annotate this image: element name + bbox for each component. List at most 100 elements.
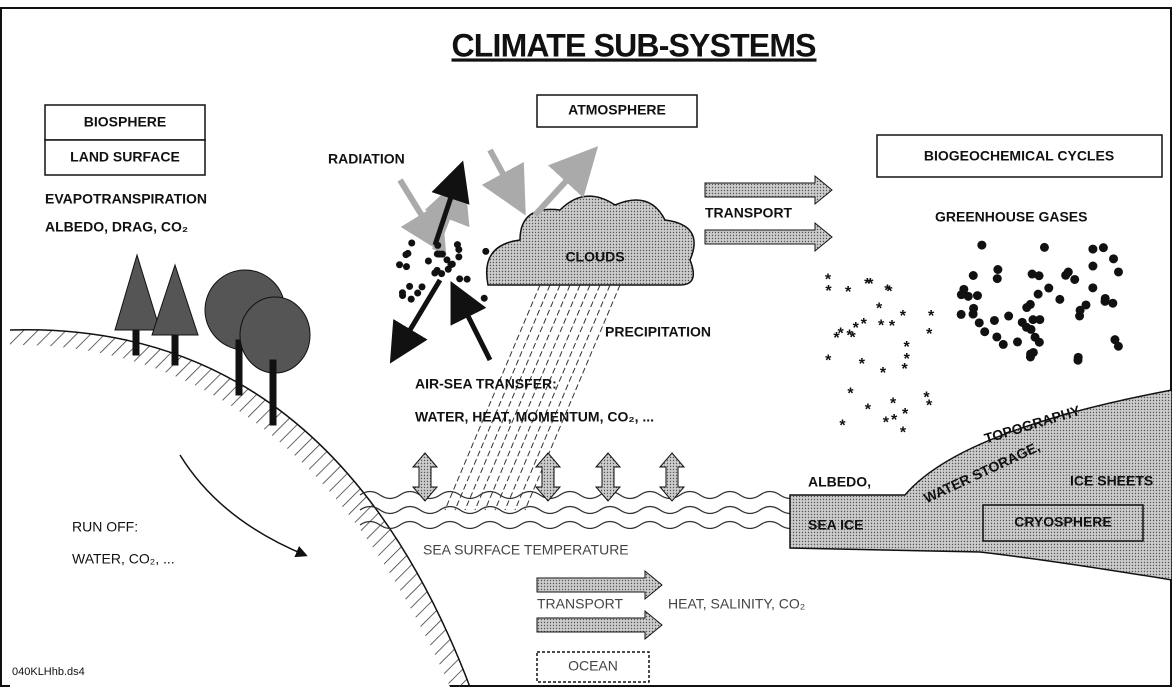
- label: ATMOSPHERE: [568, 102, 666, 118]
- aerosol-dot: [408, 240, 415, 247]
- gas-star: *: [900, 425, 907, 442]
- label: ALBEDO,: [808, 474, 871, 490]
- gas-dot: [1114, 342, 1123, 351]
- aerosol-dot: [464, 276, 471, 283]
- aerosol-dot: [425, 258, 432, 265]
- gas-star: *: [876, 300, 883, 317]
- label: RUN OFF:: [72, 519, 138, 535]
- aerosol-dot: [408, 296, 415, 303]
- gas-dot: [957, 310, 966, 319]
- gas-dot: [975, 318, 984, 327]
- label: CLOUDS: [565, 249, 624, 265]
- label: OCEAN: [568, 658, 618, 674]
- label: CRYOSPHERE: [1014, 514, 1112, 530]
- aerosol-dot: [434, 242, 441, 249]
- label: EVAPOTRANSPIRATION: [45, 191, 207, 207]
- gas-dot: [1035, 271, 1044, 280]
- gas-dot: [993, 265, 1002, 274]
- gas-dot: [1034, 290, 1043, 299]
- gas-star: *: [847, 386, 854, 403]
- label: WATER, CO₂, ...: [72, 551, 175, 567]
- gas-dot: [969, 271, 978, 280]
- gas-star: *: [825, 352, 832, 369]
- label: ALBEDO, DRAG, CO₂: [45, 219, 188, 235]
- gas-dot: [1074, 353, 1083, 362]
- gas-dot: [1099, 243, 1108, 252]
- gas-star: *: [859, 356, 866, 373]
- diagram: *********************************** CLIM…: [0, 0, 1172, 687]
- gas-dot: [964, 292, 973, 301]
- gas-dot: [1044, 284, 1053, 293]
- gas-dot: [1055, 295, 1064, 304]
- gas-dot: [1088, 283, 1097, 292]
- gas-star: *: [891, 412, 898, 429]
- gas-dot: [993, 274, 1002, 283]
- aerosol-dot: [455, 253, 462, 260]
- title: CLIMATE SUB-SYSTEMS: [452, 27, 817, 63]
- gas-dot: [980, 327, 989, 336]
- gas-star: *: [902, 406, 909, 423]
- gas-dot: [1070, 275, 1079, 284]
- gas-star: *: [861, 316, 868, 333]
- aerosol-dot: [456, 275, 463, 282]
- gas-dot: [999, 340, 1008, 349]
- label: WATER, HEAT, MOMENTUM, CO₂, ...: [415, 409, 654, 425]
- aerosol-dot: [399, 292, 406, 299]
- label: PRECIPITATION: [605, 324, 711, 340]
- aerosol-dot: [414, 290, 421, 297]
- gas-dot: [1026, 353, 1035, 362]
- gas-dot: [1101, 294, 1110, 303]
- gas-dot: [1088, 262, 1097, 271]
- aerosol-dot: [481, 295, 488, 302]
- gas-star: *: [926, 326, 933, 343]
- gas-star: *: [880, 365, 887, 382]
- aerosol-dot: [396, 261, 403, 268]
- gas-dot: [1018, 318, 1027, 327]
- aerosol-dot: [403, 263, 410, 270]
- gas-dot: [1088, 245, 1097, 254]
- gas-dot: [1013, 337, 1022, 346]
- aerosol-dot: [406, 283, 413, 290]
- aerosol-dot: [404, 250, 411, 257]
- gas-star: *: [837, 325, 844, 342]
- gas-dot: [969, 304, 978, 313]
- gas-dot: [1031, 333, 1040, 342]
- gas-dot: [1040, 243, 1049, 252]
- label: ICE SHEETS: [1070, 473, 1153, 489]
- gas-dot: [992, 332, 1001, 341]
- label: LAND SURFACE: [70, 149, 180, 165]
- gas-star: *: [923, 389, 930, 406]
- gas-star: *: [853, 320, 860, 337]
- gas-star: *: [845, 284, 852, 301]
- gas-dot: [1064, 268, 1073, 277]
- label: HEAT, SALINITY, CO₂: [668, 596, 805, 612]
- gas-star: *: [884, 282, 891, 299]
- label: TRANSPORT: [705, 205, 793, 221]
- gas-dot: [990, 316, 999, 325]
- gas-star: *: [864, 276, 871, 293]
- gas-dot: [1027, 325, 1036, 334]
- gas-dot: [973, 291, 982, 300]
- gas-star: *: [889, 318, 896, 335]
- gas-star: *: [900, 308, 907, 325]
- label: GREENHOUSE GASES: [935, 209, 1087, 225]
- aerosol-dot: [431, 270, 438, 277]
- gas-star: *: [928, 308, 935, 325]
- label: RADIATION: [328, 151, 405, 167]
- label: AIR-SEA TRANSFER:: [415, 376, 557, 392]
- aerosol-dot: [436, 251, 443, 258]
- aerosol-dot: [482, 248, 489, 255]
- aerosol-dot: [419, 283, 426, 290]
- label: BIOSPHERE: [84, 114, 166, 130]
- label: SEA SURFACE TEMPERATURE: [423, 542, 629, 558]
- gas-dot: [977, 241, 986, 250]
- gas-star: *: [865, 402, 872, 419]
- gas-dot: [1108, 299, 1117, 308]
- gas-dot: [1076, 306, 1085, 315]
- label: BIOGEOCHEMICAL CYCLES: [924, 148, 1114, 164]
- aerosol-dot: [455, 246, 462, 253]
- gas-star: *: [890, 396, 897, 413]
- label: TRANSPORT: [537, 596, 624, 612]
- gas-star: *: [883, 414, 890, 431]
- gas-star: *: [904, 351, 911, 368]
